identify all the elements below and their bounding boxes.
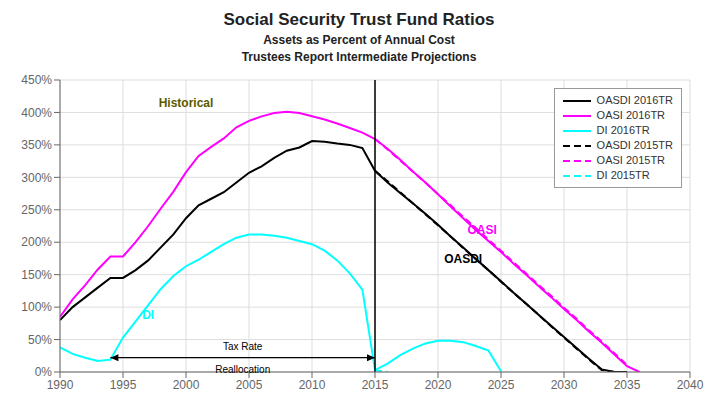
svg-text:OASI: OASI xyxy=(467,223,496,237)
svg-text:100%: 100% xyxy=(21,300,52,314)
svg-text:300%: 300% xyxy=(21,171,52,185)
html-text:OASI 2015TR: OASI 2015TR xyxy=(596,154,666,166)
svg-text:250%: 250% xyxy=(21,203,52,217)
svg-text:1990: 1990 xyxy=(47,378,74,392)
html-text:DI 2015TR: DI 2015TR xyxy=(596,169,650,181)
html-text:OASDI 2015TR: OASDI 2015TR xyxy=(596,139,673,151)
svg-text:Historical: Historical xyxy=(159,96,214,110)
svg-text:50%: 50% xyxy=(28,333,52,347)
svg-text:0%: 0% xyxy=(35,365,53,379)
svg-text:2000: 2000 xyxy=(173,378,200,392)
html-text:OASDI 2016TR: OASDI 2016TR xyxy=(596,94,673,106)
svg-text:200%: 200% xyxy=(21,235,52,249)
html-text:Social Security Trust Fund Rat: Social Security Trust Fund Ratios xyxy=(223,10,495,29)
svg-text:2025: 2025 xyxy=(488,378,515,392)
svg-text:OASDI: OASDI xyxy=(444,252,482,266)
svg-text:1995: 1995 xyxy=(110,378,137,392)
svg-text:2040: 2040 xyxy=(677,378,704,392)
html-text:DI 2016TR: DI 2016TR xyxy=(596,124,650,136)
svg-text:450%: 450% xyxy=(21,73,52,87)
html-text:OASI 2016TR: OASI 2016TR xyxy=(596,109,666,121)
html-text:Assets as Percent of Annual Co: Assets as Percent of Annual Cost xyxy=(263,33,455,47)
svg-text:Tax Rate: Tax Rate xyxy=(223,341,263,352)
svg-text:2005: 2005 xyxy=(236,378,263,392)
svg-text:2035: 2035 xyxy=(614,378,641,392)
svg-text:150%: 150% xyxy=(21,268,52,282)
svg-text:2020: 2020 xyxy=(425,378,452,392)
svg-text:2015: 2015 xyxy=(362,378,389,392)
svg-text:2030: 2030 xyxy=(551,378,578,392)
svg-text:350%: 350% xyxy=(21,138,52,152)
svg-text:Reallocation: Reallocation xyxy=(215,364,270,375)
svg-text:2010: 2010 xyxy=(299,378,326,392)
svg-text:400%: 400% xyxy=(21,106,52,120)
html-text:Trustees Report Intermediate P: Trustees Report Intermediate Projections xyxy=(241,50,477,64)
svg-text:DI: DI xyxy=(142,308,154,322)
